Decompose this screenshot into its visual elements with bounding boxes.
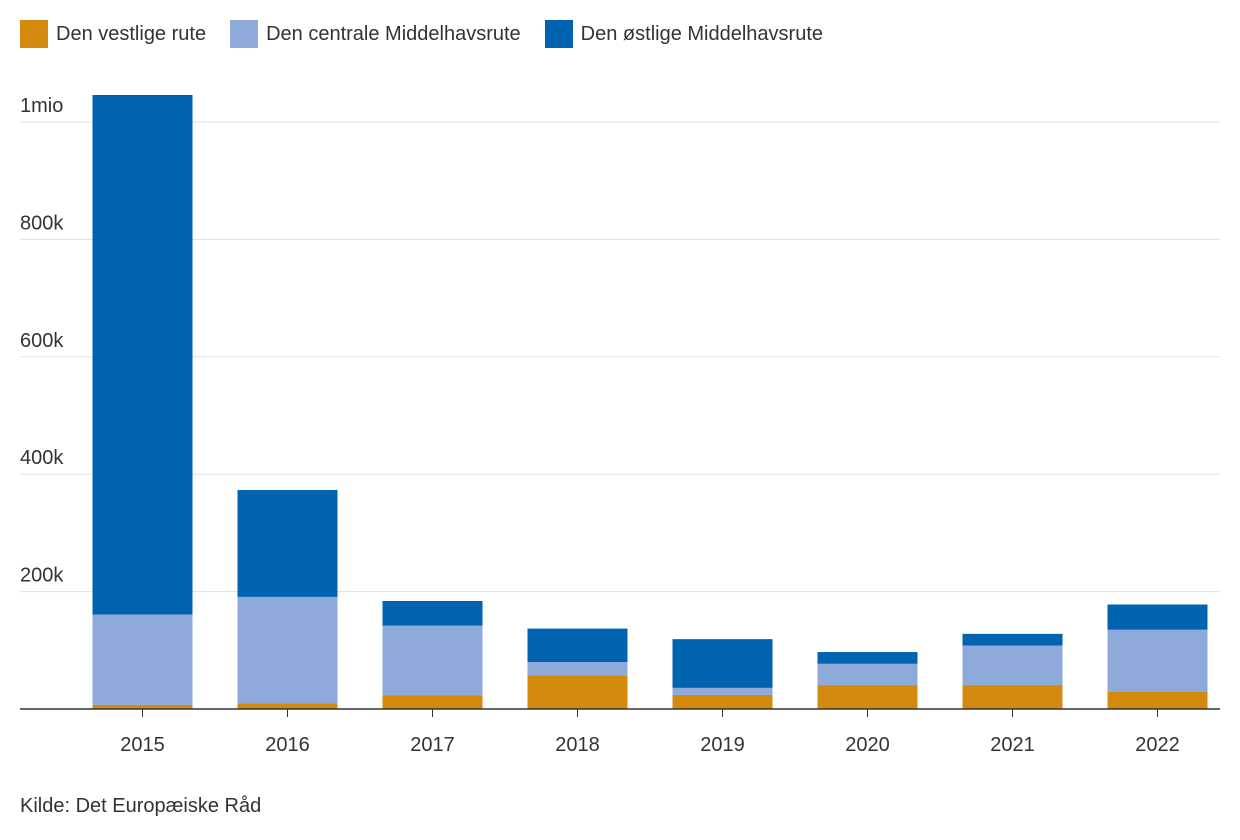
stacked-bar-chart: 200k 400k 600k 800k 1mio 2015 2016 2017 2018 2019… — [20, 94, 1220, 756]
bar-2019-series-0 — [672, 694, 773, 709]
legend-item-east[interactable]: Den østlige Middelhavsrute — [544, 20, 824, 48]
legend-swatch-east — [544, 20, 573, 48]
bar-2021-series-0 — [962, 684, 1063, 709]
bar-2019-series-2 — [672, 639, 773, 688]
bar-2018-series-1 — [527, 662, 628, 676]
legend-swatch-west — [20, 20, 48, 48]
bar-2017-series-0 — [382, 695, 483, 709]
legend-swatch-central — [230, 20, 259, 48]
x-tick-label: 2018 — [555, 734, 600, 756]
bar-2015-series-2 — [92, 94, 193, 615]
x-tick-label: 2019 — [700, 734, 745, 756]
legend-label-east: Den østlige Middelhavsrute — [580, 22, 824, 45]
bar-2019-series-1 — [672, 687, 773, 695]
y-tick-label: 400k — [20, 447, 64, 469]
x-tick-label: 2021 — [990, 734, 1035, 756]
y-tick-label: 200k — [20, 565, 64, 587]
x-tick-label: 2016 — [265, 734, 310, 756]
bar-2015-series-0 — [92, 704, 193, 709]
x-tick-label: 2022 — [1135, 734, 1180, 756]
bar-2015-series-1 — [92, 614, 193, 705]
bar-2020-series-0 — [817, 684, 918, 709]
bar-2022-series-1 — [1107, 629, 1208, 692]
legend-item-central[interactable]: Den centrale Middelhavsrute — [230, 20, 521, 48]
bar-2021-series-2 — [962, 633, 1063, 646]
legend-label-west: Den vestlige rute — [56, 22, 207, 45]
bar-2018-series-2 — [527, 628, 628, 663]
bar-2020-series-2 — [817, 652, 918, 664]
legend-label-central: Den centrale Middelhavsrute — [266, 22, 521, 45]
x-tick-label: 2015 — [120, 734, 165, 756]
bar-2022-series-0 — [1107, 691, 1208, 709]
y-tick-label: 600k — [20, 330, 64, 352]
bar-2020-series-1 — [817, 663, 918, 685]
bar-2018-series-0 — [527, 675, 628, 709]
legend-item-west[interactable]: Den vestlige rute — [20, 20, 206, 48]
bar-2016-series-0 — [237, 703, 338, 709]
x-tick-label: 2020 — [845, 734, 890, 756]
chart-legend: Den vestlige rute Den centrale Middelhav… — [20, 20, 847, 48]
x-tick-label: 2017 — [410, 734, 455, 756]
bar-2017-series-1 — [382, 625, 483, 696]
bar-2016-series-1 — [237, 596, 338, 704]
bar-2021-series-1 — [962, 645, 1063, 685]
y-tick-label: 1mio — [20, 95, 63, 117]
y-tick-label: 800k — [20, 212, 64, 234]
bar-2017-series-2 — [382, 600, 483, 626]
bar-2022-series-2 — [1107, 604, 1208, 630]
source-note: Kilde: Det Europæiske Råd — [20, 795, 262, 817]
bar-2016-series-2 — [237, 490, 338, 597]
